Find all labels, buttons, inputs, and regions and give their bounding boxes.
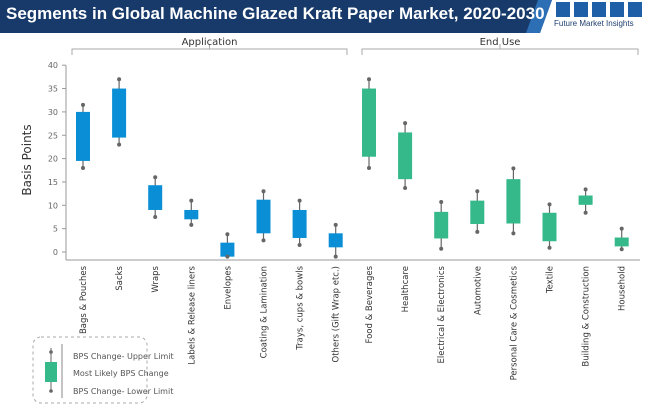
lower-limit-point xyxy=(333,254,338,259)
y-tick-label: 25 xyxy=(48,131,58,140)
lower-limit-point xyxy=(297,242,302,247)
upper-limit-point xyxy=(117,77,122,82)
upper-limit-point xyxy=(439,200,444,205)
x-tick-label: Household xyxy=(618,266,628,311)
upper-limit-point xyxy=(403,121,408,126)
lower-limit-point xyxy=(189,222,194,227)
x-tick-label: Coating & Lamination xyxy=(260,266,270,358)
y-tick-label: 20 xyxy=(48,155,58,164)
upper-limit-point xyxy=(511,166,516,171)
lower-limit-point xyxy=(117,142,122,147)
box xyxy=(112,88,127,138)
box xyxy=(292,209,307,238)
lower-limit-point xyxy=(547,245,552,250)
lower-limit-point xyxy=(619,247,624,252)
x-tick-label: Automotive xyxy=(473,266,483,315)
upper-limit-point xyxy=(261,189,266,194)
x-tick-label: Building & Construction xyxy=(582,266,592,367)
chart-title: Segments in Global Machine Glazed Kraft … xyxy=(6,4,545,23)
x-tick-label: Others (Gift Wrap etc.) xyxy=(332,266,342,362)
lower-limit-point xyxy=(367,165,371,170)
upper-limit-point xyxy=(475,189,480,194)
upper-limit-point xyxy=(333,222,338,227)
upper-limit-point xyxy=(583,187,588,192)
lower-limit-point xyxy=(261,238,266,243)
x-tick-label: Healthcare xyxy=(401,266,411,312)
logo-icon xyxy=(556,2,642,17)
legend-lower: BPS Change- Lower Limit xyxy=(73,387,173,396)
upper-limit-point xyxy=(297,198,302,203)
upper-limit-point xyxy=(153,175,158,180)
lower-limit-point xyxy=(225,254,230,259)
lower-limit-point xyxy=(439,246,444,251)
x-tick-label: Labels & Release liners xyxy=(187,265,197,364)
box xyxy=(220,242,235,257)
y-tick-label: 10 xyxy=(48,201,58,210)
group-label: Application xyxy=(182,37,238,48)
legend-box-swatch xyxy=(45,362,57,382)
lower-limit-point xyxy=(475,229,480,234)
y-tick-label: 15 xyxy=(48,178,58,187)
x-tick-label: Bags & Pouches xyxy=(79,265,89,334)
y-tick-label: 35 xyxy=(48,85,58,94)
group-bracket xyxy=(71,44,348,55)
x-tick-label: Personal Care & Cosmetics xyxy=(509,265,519,380)
legend-box: Most Likely BPS Change xyxy=(73,369,169,378)
x-tick-label: Sacks xyxy=(115,265,125,290)
logo-text: Future Market Insights xyxy=(554,19,634,28)
upper-limit-point xyxy=(81,102,85,107)
box xyxy=(506,179,521,224)
box xyxy=(184,209,199,220)
lower-limit-point xyxy=(511,231,516,236)
box xyxy=(398,132,413,180)
box xyxy=(434,211,449,239)
box xyxy=(578,195,593,205)
upper-limit-point xyxy=(189,198,194,203)
legend: BPS Change- Upper Limit Most Likely BPS … xyxy=(32,336,174,404)
upper-limit-point xyxy=(367,77,371,82)
lower-limit-point xyxy=(583,210,588,215)
upper-limit-point xyxy=(619,226,624,231)
lower-limit-point xyxy=(153,214,158,219)
y-tick-label: 0 xyxy=(53,248,58,257)
box xyxy=(542,212,557,242)
box xyxy=(362,88,376,157)
box xyxy=(470,200,485,224)
x-tick-label: Food & Beverages xyxy=(365,265,375,343)
group-bracket xyxy=(361,44,639,55)
group-label: End Use xyxy=(480,37,521,48)
box xyxy=(76,111,90,161)
box xyxy=(256,199,271,234)
box xyxy=(148,185,163,210)
y-axis-label: Basis Points xyxy=(20,124,34,195)
lower-limit-point xyxy=(81,165,85,170)
lower-limit-point xyxy=(403,186,408,191)
box xyxy=(328,233,343,248)
x-tick-label: Envelopes xyxy=(223,265,233,309)
y-tick-label: 40 xyxy=(48,61,58,70)
box xyxy=(614,237,629,247)
upper-limit-point xyxy=(547,202,552,207)
legend-upper: BPS Change- Upper Limit xyxy=(73,352,174,361)
x-tick-label: Electrical & Electronics xyxy=(437,265,447,363)
x-tick-label: Textile xyxy=(546,266,556,294)
y-tick-label: 5 xyxy=(53,225,58,234)
header-banner xyxy=(0,0,642,33)
upper-limit-point xyxy=(225,232,230,237)
x-tick-label: Wraps xyxy=(151,265,161,292)
y-tick-label: 30 xyxy=(48,108,58,117)
x-tick-label: Trays, cups & bowls xyxy=(296,265,306,350)
